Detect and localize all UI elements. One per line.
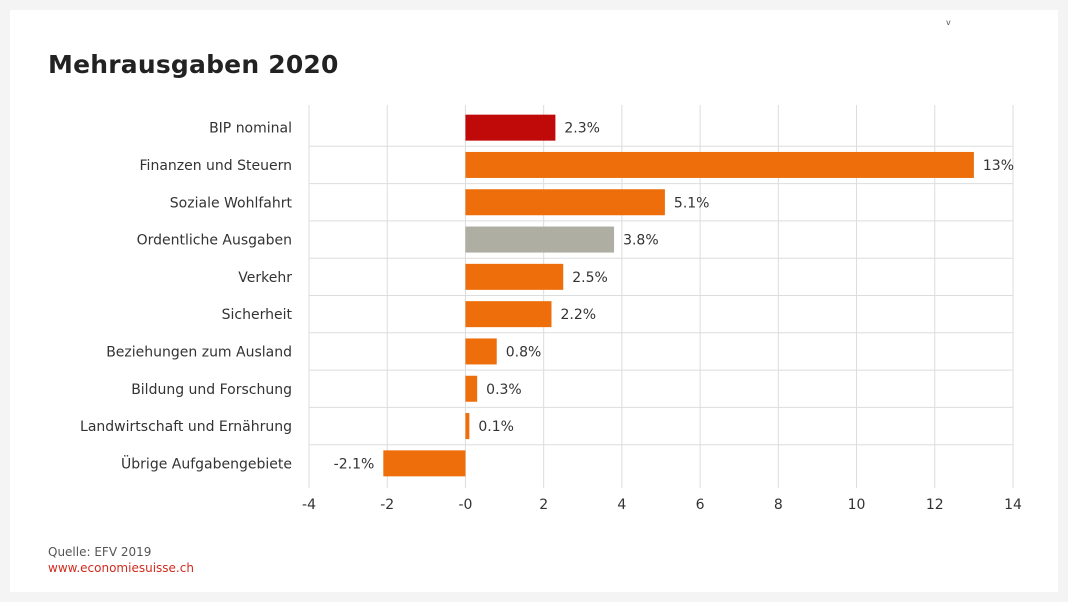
bar	[465, 151, 974, 178]
x-tick-label: 2	[539, 497, 548, 513]
bar	[465, 375, 478, 402]
value-label: 5.1%	[674, 195, 710, 211]
value-label: 2.5%	[572, 270, 608, 286]
x-tick-label: 8	[774, 497, 783, 513]
category-label: Bildung und Forschung	[131, 382, 292, 398]
bar	[383, 450, 466, 477]
bar	[465, 114, 556, 141]
value-label: 2.2%	[560, 307, 596, 323]
value-label: 0.3%	[486, 382, 522, 398]
bar	[465, 338, 497, 365]
bar	[465, 226, 615, 253]
category-label: Soziale Wohlfahrt	[170, 195, 293, 211]
category-label: Übrige Aufgabengebiete	[121, 454, 292, 472]
x-tick-label: 4	[617, 497, 626, 513]
x-tick-label: -4	[302, 497, 316, 513]
value-label: 0.1%	[478, 419, 514, 435]
x-tick-label: -0	[458, 497, 472, 513]
value-label: 0.8%	[506, 344, 542, 360]
bar	[465, 189, 665, 216]
value-label: 2.3%	[564, 121, 600, 137]
bar	[465, 263, 564, 290]
source-block: Quelle: EFV 2019 www.economiesuisse.ch	[48, 544, 194, 576]
category-label: BIP nominal	[209, 121, 292, 137]
x-tick-label: 6	[696, 497, 705, 513]
source-website: www.economiesuisse.ch	[48, 561, 194, 575]
x-tick-label: 12	[926, 497, 944, 513]
value-label: -2.1%	[334, 456, 375, 472]
bar	[465, 413, 470, 440]
x-tick-label: 10	[848, 497, 866, 513]
corner-mark: v	[946, 18, 951, 27]
labels-layer: BIP nominal 2.3% Finanzen und Steuern 13% So…	[80, 121, 1014, 473]
category-label: Beziehungen zum Ausland	[106, 344, 292, 360]
chart-card: Mehrausgaben 2020 v Quelle: EFV 2019 www…	[10, 10, 1058, 592]
source-text: Quelle: EFV 2019	[48, 545, 152, 559]
category-label: Ordentliche Ausgaben	[137, 233, 292, 249]
bar	[465, 301, 552, 328]
x-tick-label: -2	[380, 497, 394, 513]
category-label: Verkehr	[238, 270, 292, 286]
value-label: 13%	[983, 158, 1014, 174]
chart-title: Mehrausgaben 2020	[48, 50, 339, 79]
category-label: Landwirtschaft und Ernährung	[80, 419, 292, 435]
category-label: Finanzen und Steuern	[140, 158, 292, 174]
category-label: Sicherheit	[222, 307, 293, 323]
ticks-layer: -4 -2 -0 2 4 6 8 10 12 14	[302, 497, 1022, 513]
value-label: 3.8%	[623, 233, 659, 249]
x-tick-label: 14	[1004, 497, 1022, 513]
bars-layer	[383, 114, 974, 477]
